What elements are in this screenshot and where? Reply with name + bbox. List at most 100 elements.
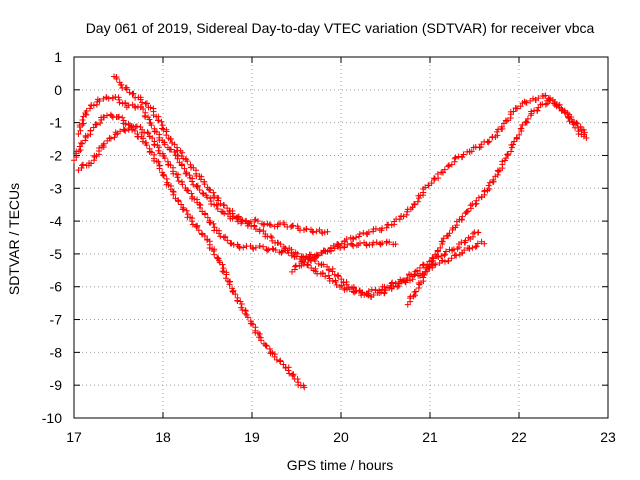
data-point [167,136,174,143]
data-point [490,176,497,183]
data-point [195,227,202,234]
data-point [353,287,360,294]
data-point [213,202,220,209]
data-point [97,120,104,127]
data-point [574,124,581,131]
data-point [115,113,122,120]
data-point [79,117,86,124]
data-point [256,243,263,250]
data-point [360,229,367,236]
data-point [481,240,488,247]
data-point [178,201,185,208]
data-point [292,262,299,269]
data-point [385,221,392,228]
data-point [188,218,195,225]
data-point [186,172,193,179]
data-point [243,217,250,224]
data-point [303,226,310,233]
data-point [151,141,158,148]
data-point [229,288,236,295]
data-point [370,292,377,299]
data-point [256,226,263,233]
data-point [171,141,178,148]
data-point [349,241,356,248]
data-point [214,205,221,212]
data-point [352,288,359,295]
data-point [565,115,572,122]
data-point [356,230,363,237]
data-point [448,255,455,262]
data-point [313,228,320,235]
data-point [146,116,153,123]
data-point [139,99,146,106]
data-point [107,135,114,142]
y-tick-label: -8 [50,344,63,360]
data-point [169,139,176,146]
data-point [256,330,263,337]
data-point [168,146,175,153]
data-point [79,140,86,147]
data-point [331,271,338,278]
data-point [123,86,130,93]
data-point [403,276,410,283]
data-point [411,271,418,278]
data-point [122,127,129,134]
data-point [77,127,84,134]
data-point [475,194,482,201]
data-point [338,240,345,247]
data-point [445,163,452,170]
data-point [528,108,535,115]
grid [74,57,608,418]
data-point [219,268,226,275]
data-point [472,201,479,208]
data-point [396,216,403,223]
data-point [337,244,344,251]
data-point [100,140,107,147]
data-point [87,105,94,112]
data-point [294,250,301,257]
data-point [290,371,297,378]
x-tick-label: 19 [244,429,260,445]
data-point [214,254,221,261]
data-point [211,251,218,258]
data-point [78,139,85,146]
data-point [508,144,515,151]
data-point [226,281,233,288]
data-point [174,174,181,181]
data-point [277,358,284,365]
data-point [458,216,465,223]
data-point [106,135,113,142]
data-point [183,207,190,214]
data-point [466,245,473,252]
data-point [116,99,123,106]
data-point [75,167,82,174]
data-point [145,130,152,137]
data-point [131,127,138,134]
data-point [273,356,280,363]
data-point [542,101,549,108]
data-point [535,95,542,102]
data-point [271,353,278,360]
data-point [507,148,514,155]
data-point [175,178,182,185]
data-point [499,158,506,165]
data-point [133,123,140,130]
data-point [473,243,480,250]
data-point [160,172,167,179]
data-point [232,291,239,298]
data-point [446,230,453,237]
data-point [523,99,530,106]
data-point [196,186,203,193]
data-point [432,251,439,258]
data-point [267,222,274,229]
data-point [411,200,418,207]
y-tick-label: -1 [50,115,63,131]
data-point [156,144,163,151]
data-point [242,307,249,314]
data-point [356,233,363,240]
data-point [215,197,222,204]
x-tick-label: 17 [66,429,82,445]
data-point [429,261,436,268]
x-tick-label: 18 [155,429,171,445]
